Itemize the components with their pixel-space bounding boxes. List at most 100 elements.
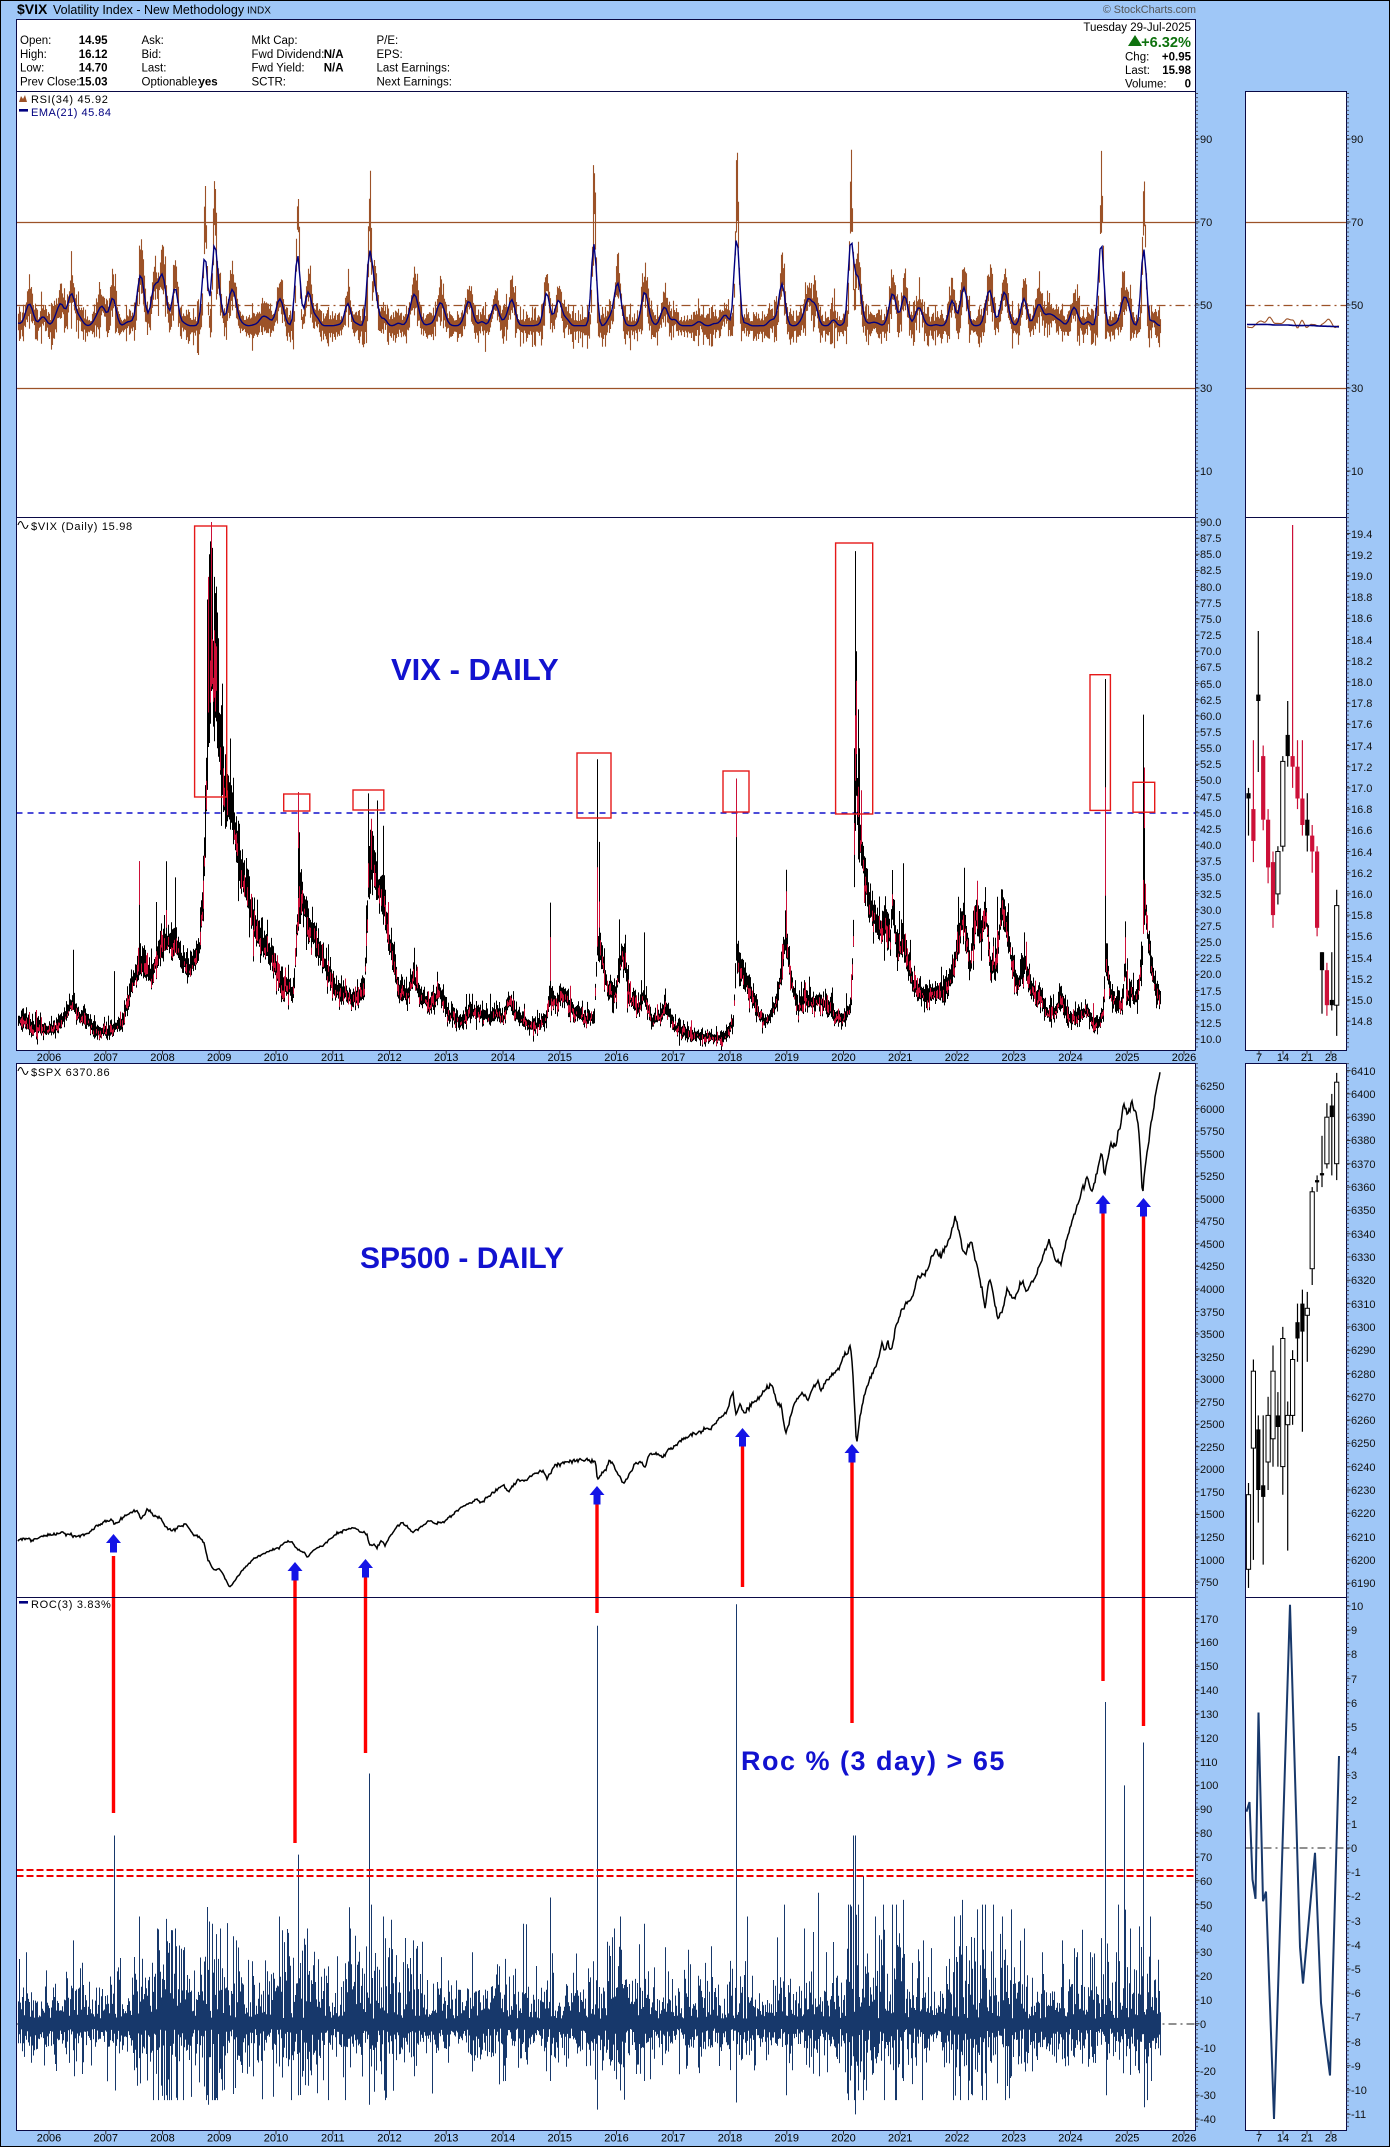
svg-text:2018: 2018	[718, 1052, 742, 1064]
svg-text:7: 7	[1351, 1674, 1357, 1686]
svg-text:N/A: N/A	[324, 49, 344, 61]
svg-text:0: 0	[1351, 1843, 1357, 1855]
svg-text:P/E:: P/E:	[377, 35, 399, 47]
svg-text:2024: 2024	[1058, 1052, 1082, 1064]
svg-text:3500: 3500	[1200, 1329, 1224, 1341]
svg-text:Bid:: Bid:	[142, 49, 162, 61]
svg-text:6290: 6290	[1351, 1345, 1375, 1357]
svg-text:50: 50	[1200, 1900, 1212, 1912]
svg-text:7: 7	[1256, 2133, 1262, 2145]
svg-text:2006: 2006	[37, 2133, 61, 2145]
svg-text:32.5: 32.5	[1200, 889, 1221, 901]
svg-text:70: 70	[1200, 217, 1212, 229]
svg-text:3250: 3250	[1200, 1352, 1224, 1364]
svg-text:80: 80	[1200, 1828, 1212, 1840]
svg-text:2015: 2015	[548, 1052, 572, 1064]
svg-text:130: 130	[1200, 1709, 1218, 1721]
svg-text:5000: 5000	[1200, 1194, 1224, 1206]
svg-text:VIX - DAILY: VIX - DAILY	[391, 652, 559, 687]
svg-text:Last Earnings:: Last Earnings:	[377, 63, 451, 75]
svg-text:17.8: 17.8	[1351, 698, 1372, 710]
svg-text:67.5: 67.5	[1200, 662, 1221, 674]
svg-text:2019: 2019	[775, 1052, 799, 1064]
svg-text:90: 90	[1351, 134, 1363, 146]
svg-text:15.0: 15.0	[1200, 1002, 1221, 1014]
svg-text:2008: 2008	[150, 1052, 174, 1064]
svg-text:14.8: 14.8	[1351, 1016, 1372, 1028]
svg-text:10: 10	[1200, 1995, 1212, 2007]
svg-text:2007: 2007	[94, 2133, 118, 2145]
svg-text:2020: 2020	[831, 2133, 855, 2145]
svg-text:20.0: 20.0	[1200, 969, 1221, 981]
svg-text:17.5: 17.5	[1200, 986, 1221, 998]
svg-text:170: 170	[1200, 1614, 1218, 1626]
svg-text:2013: 2013	[434, 1052, 458, 1064]
svg-text:30: 30	[1351, 383, 1363, 395]
svg-text:2014: 2014	[491, 2133, 515, 2145]
svg-text:2750: 2750	[1200, 1397, 1224, 1409]
svg-text:2017: 2017	[661, 2133, 685, 2145]
svg-text:Open:: Open:	[20, 35, 51, 47]
svg-text:2021: 2021	[888, 2133, 912, 2145]
svg-text:2013: 2013	[434, 2133, 458, 2145]
svg-text:EMA(21) 45.84: EMA(21) 45.84	[31, 107, 111, 119]
svg-text:10: 10	[1351, 466, 1363, 478]
svg-text:2023: 2023	[1002, 1052, 1026, 1064]
svg-text:15.98: 15.98	[1162, 65, 1191, 77]
svg-text:2024: 2024	[1058, 2133, 1082, 2145]
svg-text:7: 7	[1256, 1052, 1262, 1064]
svg-text:Low:: Low:	[20, 63, 44, 75]
svg-text:1250: 1250	[1200, 1532, 1224, 1544]
svg-text:3: 3	[1351, 1770, 1357, 1782]
svg-text:16.6: 16.6	[1351, 825, 1372, 837]
svg-text:Last:: Last:	[1125, 65, 1150, 77]
svg-text:6410: 6410	[1351, 1066, 1375, 1078]
svg-text:77.5: 77.5	[1200, 598, 1221, 610]
svg-text:0: 0	[1200, 2019, 1206, 2031]
svg-text:14.70: 14.70	[79, 63, 108, 75]
svg-text:-20: -20	[1200, 2066, 1216, 2078]
svg-text:6240: 6240	[1351, 1462, 1375, 1474]
svg-text:-8: -8	[1351, 2037, 1361, 2049]
svg-text:2022: 2022	[945, 1052, 969, 1064]
svg-text:6220: 6220	[1351, 1508, 1375, 1520]
svg-text:14: 14	[1277, 2133, 1289, 2145]
svg-text:2016: 2016	[604, 2133, 628, 2145]
svg-text:INDX: INDX	[247, 6, 271, 17]
svg-text:28: 28	[1325, 2133, 1337, 2145]
svg-text:16.2: 16.2	[1351, 868, 1372, 880]
svg-text:15.0: 15.0	[1351, 995, 1372, 1007]
svg-text:40.0: 40.0	[1200, 840, 1221, 852]
svg-text:15.8: 15.8	[1351, 910, 1372, 922]
svg-text:15.2: 15.2	[1351, 974, 1372, 986]
svg-text:2016: 2016	[604, 1052, 628, 1064]
svg-text:100: 100	[1200, 1780, 1218, 1792]
svg-text:0: 0	[1185, 79, 1191, 91]
svg-text:16.0: 16.0	[1351, 889, 1372, 901]
svg-text:-10: -10	[1200, 2043, 1216, 2055]
svg-text:1500: 1500	[1200, 1509, 1224, 1521]
svg-text:22.5: 22.5	[1200, 953, 1221, 965]
svg-text:3000: 3000	[1200, 1374, 1224, 1386]
svg-text:2020: 2020	[831, 1052, 855, 1064]
svg-text:2012: 2012	[377, 1052, 401, 1064]
svg-text:20: 20	[1200, 1971, 1212, 1983]
svg-text:6270: 6270	[1351, 1392, 1375, 1404]
svg-text:60.0: 60.0	[1200, 711, 1221, 723]
svg-text:8: 8	[1351, 1649, 1357, 1661]
svg-text:Fwd Yield:: Fwd Yield:	[252, 63, 305, 75]
svg-text:50: 50	[1351, 300, 1363, 312]
svg-text:2019: 2019	[775, 2133, 799, 2145]
svg-text:5500: 5500	[1200, 1149, 1224, 1161]
svg-text:750: 750	[1200, 1577, 1218, 1589]
svg-text:14.95: 14.95	[79, 35, 108, 47]
svg-text:85.0: 85.0	[1200, 549, 1221, 561]
svg-text:5250: 5250	[1200, 1171, 1224, 1183]
svg-text:57.5: 57.5	[1200, 727, 1221, 739]
svg-text:$VIX: $VIX	[17, 1, 48, 17]
svg-text:15.4: 15.4	[1351, 953, 1372, 965]
svg-text:140: 140	[1200, 1685, 1218, 1697]
svg-text:2025: 2025	[1115, 2133, 1139, 2145]
svg-text:25.0: 25.0	[1200, 937, 1221, 949]
svg-text:6280: 6280	[1351, 1369, 1375, 1381]
